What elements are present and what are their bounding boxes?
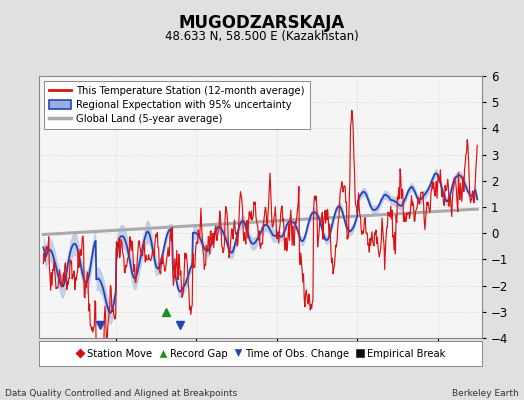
Legend: This Temperature Station (12-month average), Regional Expectation with 95% uncer: This Temperature Station (12-month avera… xyxy=(45,81,310,129)
Text: 48.633 N, 58.500 E (Kazakhstan): 48.633 N, 58.500 E (Kazakhstan) xyxy=(165,30,359,43)
Text: MUGODZARSKAJA: MUGODZARSKAJA xyxy=(179,14,345,32)
Text: Data Quality Controlled and Aligned at Breakpoints: Data Quality Controlled and Aligned at B… xyxy=(5,389,237,398)
Text: Berkeley Earth: Berkeley Earth xyxy=(452,389,519,398)
Legend: Station Move, Record Gap, Time of Obs. Change, Empirical Break: Station Move, Record Gap, Time of Obs. C… xyxy=(72,344,450,362)
